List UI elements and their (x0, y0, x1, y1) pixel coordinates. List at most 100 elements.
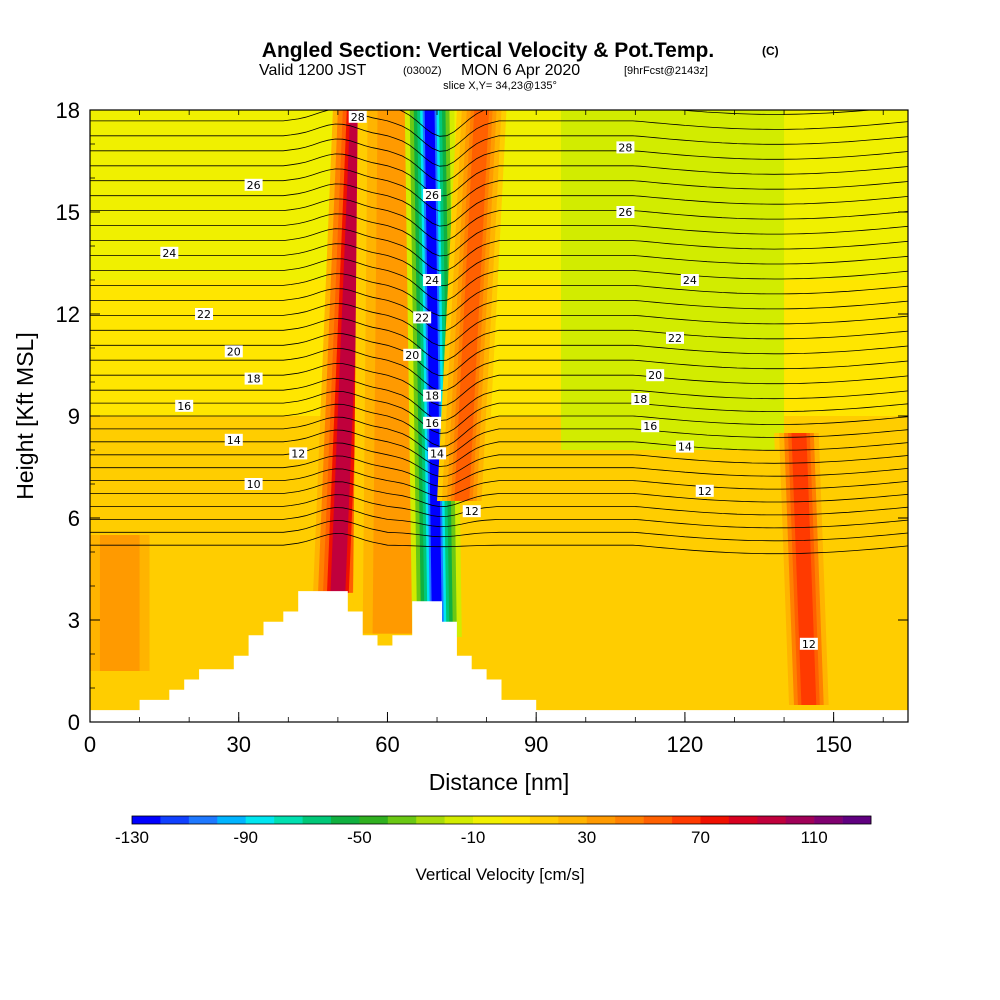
colorbar-swatch (132, 816, 161, 824)
y-tick-label: 9 (68, 404, 80, 429)
pot-temp-contour (90, 138, 908, 182)
colorbar-swatch (387, 816, 417, 824)
svg-text:22: 22 (197, 308, 211, 321)
svg-text:14: 14 (227, 434, 241, 447)
velocity-band (99, 535, 140, 671)
contour-label: 24 (160, 247, 179, 260)
x-tick-label: 30 (226, 732, 250, 757)
field-green-patch (560, 110, 785, 450)
contour-label: 22 (665, 331, 684, 345)
svg-text:28: 28 (618, 141, 632, 154)
valid-utc: (0300Z) (403, 65, 442, 77)
pot-temp-contour (90, 273, 908, 317)
svg-text:12: 12 (291, 447, 305, 460)
pot-temp-contour (90, 442, 908, 477)
colorbar-swatch (188, 816, 218, 824)
chart-title: Angled Section: Vertical Velocity & Pot.… (262, 39, 714, 62)
pot-temp-contour (90, 390, 908, 434)
contour-label: 14 (428, 447, 447, 460)
svg-text:28: 28 (351, 111, 365, 124)
velocity-band (791, 433, 817, 705)
y-axis: 0 3 6 9 12 15 18 (56, 98, 908, 735)
svg-text:12: 12 (698, 485, 712, 498)
pot-temp-contour (90, 110, 908, 152)
colorbar-tick-label: -90 (233, 828, 258, 847)
svg-text:24: 24 (162, 247, 176, 260)
contour-label: 24 (423, 274, 442, 287)
colorbar-swatch (444, 816, 474, 824)
velocity-band (372, 110, 418, 634)
pot-temp-contour (90, 481, 908, 508)
contour-label: 16 (423, 416, 442, 430)
colorbar-swatch (672, 816, 701, 824)
svg-text:14: 14 (678, 441, 692, 454)
svg-text:18: 18 (633, 393, 647, 406)
colorbar-swatch (501, 816, 531, 824)
contour-label: 20 (403, 348, 422, 362)
colorbar-swatch (700, 816, 730, 824)
valid-time: Valid 1200 JST (259, 62, 367, 79)
contour-label: 14 (224, 433, 243, 447)
svg-text:16: 16 (425, 417, 439, 430)
pot-temp-contours (90, 110, 908, 555)
y-axis-label: Height [Kft MSL] (12, 332, 38, 499)
valid-time-line: Valid 1200 JST (0300Z) MON 6 Apr 2020 [9… (259, 62, 708, 79)
pot-temp-contour (90, 403, 908, 447)
x-tick-label: 0 (84, 732, 96, 757)
svg-text:22: 22 (415, 311, 429, 324)
pot-temp-contour (90, 258, 908, 302)
svg-text:26: 26 (425, 189, 439, 202)
y-tick-label: 6 (68, 506, 80, 531)
y-tick-label: 3 (68, 608, 80, 633)
pot-temp-contour (90, 520, 908, 542)
x-axis-label: Distance [nm] (429, 769, 570, 795)
contour-label: 26 (616, 206, 635, 219)
contour-label: 22 (195, 308, 214, 321)
colorbar-tick-label: -130 (115, 828, 149, 847)
x-tick-label: 60 (375, 732, 399, 757)
colorbar-tick-label: 110 (801, 828, 828, 847)
colorbar-label: Vertical Velocity [cm/s] (415, 865, 584, 884)
colorbar-swatch (473, 816, 502, 824)
svg-text:24: 24 (425, 274, 439, 287)
contour-label: 10 (244, 478, 263, 491)
terrain-mask (90, 591, 908, 722)
colorbar-swatch (160, 816, 190, 824)
colorbar-swatch (302, 816, 332, 824)
contour-label: 28 (348, 110, 367, 124)
svg-text:14: 14 (430, 447, 444, 460)
x-tick-label: 150 (815, 732, 852, 757)
contour-label: 28 (616, 141, 635, 154)
pot-temp-contour (90, 532, 908, 555)
contour-label: 16 (175, 399, 194, 413)
pot-temp-contour (90, 183, 908, 227)
y-tick-label: 12 (56, 302, 80, 327)
contour-label: 14 (675, 440, 694, 454)
velocity-band (454, 110, 490, 501)
pot-temp-contour (90, 288, 908, 332)
pot-temp-contour (90, 494, 908, 518)
svg-text:26: 26 (618, 206, 632, 219)
colorbar-swatch (330, 816, 360, 824)
pot-temp-contour (90, 416, 908, 457)
pot-temp-contour (90, 213, 908, 257)
contour-label: 16 (641, 420, 660, 433)
svg-text:20: 20 (648, 369, 662, 382)
svg-text:18: 18 (425, 390, 439, 403)
contour-label: 18 (244, 372, 263, 386)
contour-label: 20 (646, 369, 665, 382)
contour-label: 12 (695, 484, 714, 498)
pot-temp-contour (90, 198, 908, 242)
colorbar-tick-label: -50 (347, 828, 372, 847)
colorbar-swatch (558, 816, 588, 824)
velocity-band (330, 110, 366, 593)
svg-text:12: 12 (465, 505, 479, 518)
contour-label: 18 (631, 393, 650, 406)
svg-text:18: 18 (247, 373, 261, 386)
contour-label: 22 (413, 311, 432, 324)
colorbar-swatch (643, 816, 673, 824)
x-axis: 0 30 60 90 120 150 (84, 110, 884, 757)
y-tick-label: 0 (68, 710, 80, 735)
svg-text:22: 22 (668, 332, 682, 345)
